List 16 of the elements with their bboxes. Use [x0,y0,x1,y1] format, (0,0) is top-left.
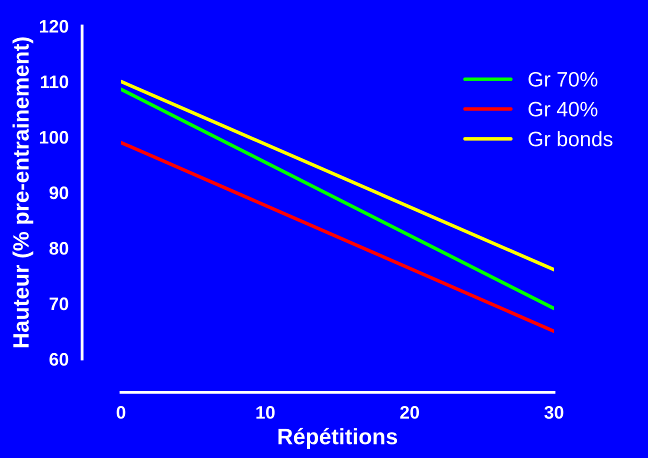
legend-label: Gr 70% [528,72,598,87]
x-tick-label: 20 [400,406,419,419]
x-tick-label: 10 [256,406,275,419]
x-tick-label: 30 [544,406,564,419]
y-tick-label: 90 [49,186,68,200]
y-tick-label: 70 [50,297,68,310]
x-axis-title: Répétitions [278,428,398,449]
y-tick-label: 110 [40,75,68,88]
legend-label: Gr 40% [528,102,598,117]
legend-label: Gr bonds [528,131,612,146]
y-axis-title: Hauteur (% pre-entrainement) [12,37,34,348]
y-tick-label: 120 [40,20,68,33]
y-tick-label: 60 [49,352,68,366]
y-tick-label: 80 [49,242,68,255]
x-tick-label: 0 [116,406,126,419]
y-tick-label: 100 [40,130,68,144]
